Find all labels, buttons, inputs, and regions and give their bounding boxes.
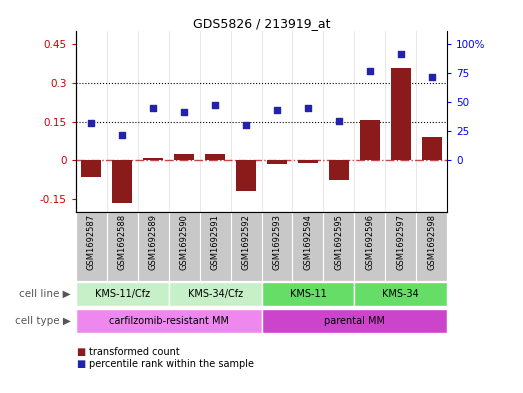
Bar xyxy=(174,154,194,160)
Bar xyxy=(112,160,132,203)
Text: carfilzomib-resistant MM: carfilzomib-resistant MM xyxy=(109,316,229,326)
Bar xyxy=(81,160,101,177)
Text: GSM1692589: GSM1692589 xyxy=(149,214,158,270)
Point xyxy=(366,68,374,74)
Point xyxy=(118,132,127,138)
Text: GSM1692591: GSM1692591 xyxy=(211,214,220,270)
Point xyxy=(427,73,436,80)
Point xyxy=(273,107,281,114)
Point xyxy=(304,105,312,111)
Text: GSM1692596: GSM1692596 xyxy=(365,214,374,270)
Bar xyxy=(360,120,380,160)
Text: GSM1692594: GSM1692594 xyxy=(303,214,312,270)
Bar xyxy=(422,137,442,160)
Bar xyxy=(76,282,168,306)
Bar xyxy=(391,68,411,160)
Text: GSM1692588: GSM1692588 xyxy=(118,214,127,270)
Bar xyxy=(267,160,287,164)
Bar xyxy=(262,309,447,333)
Text: GSM1692595: GSM1692595 xyxy=(334,214,344,270)
Text: GSM1692587: GSM1692587 xyxy=(87,214,96,270)
Text: cell line ▶: cell line ▶ xyxy=(19,289,71,299)
Point xyxy=(87,120,96,126)
Bar xyxy=(76,309,262,333)
Bar xyxy=(298,160,318,163)
Text: GSM1692593: GSM1692593 xyxy=(272,214,281,270)
Title: GDS5826 / 213919_at: GDS5826 / 213919_at xyxy=(193,17,330,30)
Text: percentile rank within the sample: percentile rank within the sample xyxy=(89,358,254,369)
Bar xyxy=(205,154,225,160)
Bar xyxy=(236,160,256,191)
Text: KMS-11/Cfz: KMS-11/Cfz xyxy=(95,289,150,299)
Text: KMS-34: KMS-34 xyxy=(382,289,419,299)
Text: cell type ▶: cell type ▶ xyxy=(15,316,71,326)
Text: transformed count: transformed count xyxy=(89,347,180,357)
Text: KMS-11: KMS-11 xyxy=(290,289,326,299)
Bar xyxy=(355,282,447,306)
Bar xyxy=(262,282,355,306)
Text: parental MM: parental MM xyxy=(324,316,385,326)
Text: GSM1692590: GSM1692590 xyxy=(179,214,189,270)
Point xyxy=(396,50,405,57)
Text: GSM1692597: GSM1692597 xyxy=(396,214,405,270)
Text: GSM1692592: GSM1692592 xyxy=(242,214,251,270)
Bar xyxy=(168,282,262,306)
Text: KMS-34/Cfz: KMS-34/Cfz xyxy=(188,289,243,299)
Bar xyxy=(143,158,163,160)
Point xyxy=(211,101,219,108)
Point xyxy=(180,108,188,115)
Text: ■: ■ xyxy=(76,347,85,357)
Text: ■: ■ xyxy=(76,358,85,369)
Point xyxy=(149,105,157,111)
Text: GSM1692598: GSM1692598 xyxy=(427,214,436,270)
Bar xyxy=(329,160,349,180)
Point xyxy=(335,118,343,124)
Point xyxy=(242,122,250,129)
